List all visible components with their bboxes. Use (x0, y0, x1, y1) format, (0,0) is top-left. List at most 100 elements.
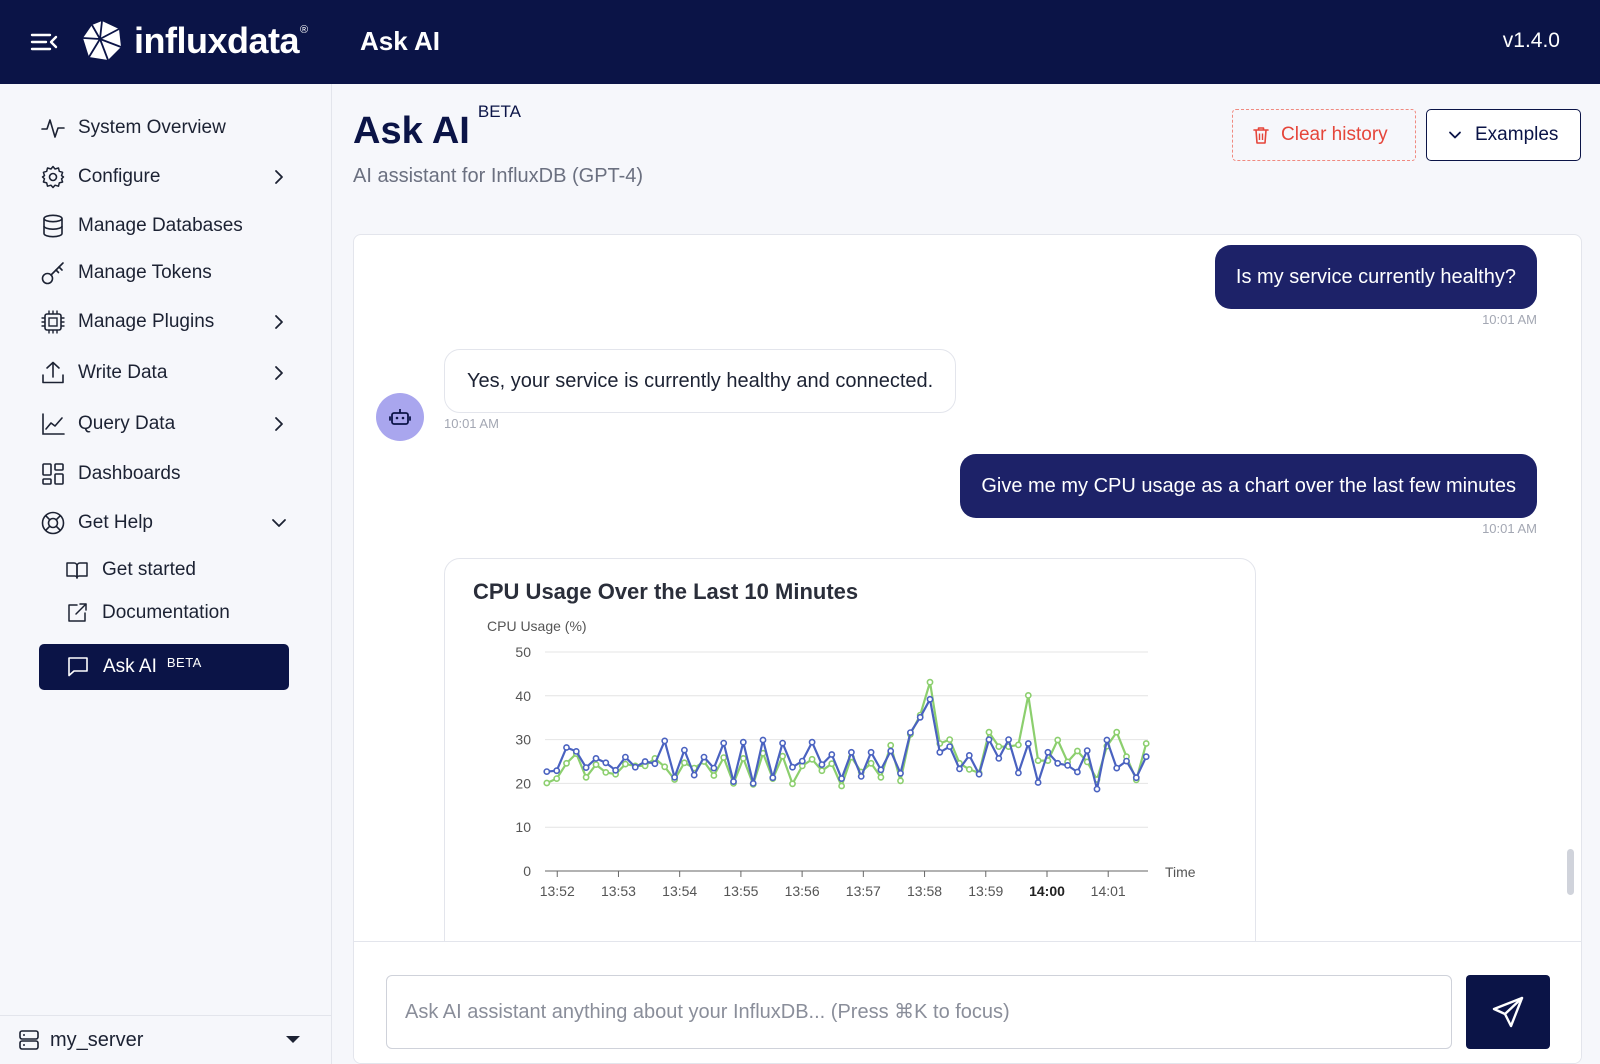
top-bar: influxdata ® Ask AI v1.4.0 (0, 0, 1600, 84)
data-point (808, 738, 816, 746)
assistant-avatar (376, 393, 424, 441)
data-point (877, 766, 885, 774)
chat-input-bar (354, 941, 1581, 1063)
sidebar-item-documentation[interactable]: Documentation (64, 593, 290, 633)
data-point (906, 729, 914, 736)
sidebar: System Overview Configure Manage Databas… (0, 84, 332, 1064)
data-point (563, 759, 570, 767)
x-tick-label: 13:52 (540, 883, 575, 899)
send-button[interactable] (1466, 975, 1550, 1049)
data-point (1034, 757, 1042, 764)
sidebar-item-dashboards[interactable]: Dashboards (40, 454, 290, 494)
x-tick-label: 14:01 (1091, 883, 1126, 899)
sidebar-item-manage-plugins[interactable]: Manage Plugins (40, 302, 290, 342)
y-tick-label: 30 (515, 732, 531, 748)
data-point (789, 780, 796, 788)
x-tick-label: 13:54 (662, 883, 697, 899)
clear-history-label: Clear history (1281, 124, 1388, 145)
sidebar-item-write-data[interactable]: Write Data (40, 353, 290, 393)
data-point (985, 728, 993, 736)
data-point (612, 766, 619, 774)
x-tick-label: 13:56 (785, 883, 820, 899)
data-point (1064, 761, 1071, 769)
app-title: Ask AI (360, 26, 440, 56)
server-selector[interactable]: my_server (0, 1015, 332, 1064)
data-point (916, 713, 924, 721)
x-tick-label: 13:53 (601, 883, 636, 899)
clear-history-button[interactable]: Clear history (1232, 109, 1416, 161)
influxdata-logo[interactable]: influxdata ® (80, 18, 308, 64)
data-point (739, 738, 747, 746)
examples-label: Examples (1475, 124, 1559, 145)
sidebar-item-label: Get started (102, 559, 196, 580)
data-point (877, 773, 885, 781)
data-point (621, 753, 629, 761)
data-point (661, 763, 669, 771)
chip-icon (41, 310, 65, 334)
data-point (592, 754, 600, 762)
data-point (985, 736, 993, 743)
robot-icon (389, 409, 411, 425)
data-point (710, 772, 718, 779)
chevron-right-icon (275, 315, 283, 329)
data-point (818, 761, 826, 768)
sidebar-item-label: Configure (78, 166, 161, 187)
server-name: my_server (50, 1028, 144, 1051)
chevron-right-icon (275, 170, 283, 184)
data-point (779, 739, 786, 747)
data-point (975, 770, 983, 778)
data-point (553, 775, 561, 782)
user-message: Give me my CPU usage as a chart over the… (960, 454, 1537, 518)
data-point (631, 763, 639, 771)
data-point (838, 775, 845, 782)
y-tick-label: 50 (515, 644, 531, 660)
data-point (956, 765, 963, 773)
sidebar-item-configure[interactable]: Configure (40, 157, 290, 197)
examples-button[interactable]: Examples (1426, 109, 1581, 161)
data-point (1054, 736, 1062, 744)
server-icon (19, 1030, 39, 1050)
data-point (946, 736, 954, 743)
data-point (680, 746, 688, 754)
data-point (1005, 736, 1012, 743)
chat-input[interactable] (386, 975, 1452, 1049)
chevron-right-icon (275, 417, 283, 431)
sidebar-item-get-help[interactable]: Get Help (40, 503, 290, 543)
data-point (867, 748, 875, 756)
data-point (720, 739, 728, 747)
registered-mark: ® (300, 24, 309, 36)
data-point (847, 748, 855, 756)
upload-icon (42, 361, 64, 384)
y-tick-label: 10 (515, 819, 531, 835)
menu-collapse-icon[interactable] (30, 28, 58, 56)
data-point (769, 774, 777, 782)
data-point (543, 768, 551, 775)
influxdata-cube-icon (82, 20, 122, 61)
brand-name: influxdata (134, 20, 300, 61)
dashboard-icon (42, 463, 64, 485)
external-link-icon (68, 603, 87, 622)
caret-down-icon (286, 1036, 300, 1043)
sidebar-item-label: Dashboards (78, 463, 181, 484)
data-point (1113, 764, 1121, 772)
data-point (1083, 747, 1091, 754)
sidebar-item-get-started[interactable]: Get started (64, 550, 290, 590)
book-icon (66, 562, 88, 579)
sidebar-item-system-overview[interactable]: System Overview (40, 108, 290, 148)
sidebar-item-query-data[interactable]: Query Data (40, 404, 290, 444)
data-point (779, 752, 786, 760)
chart-title: CPU Usage Over the Last 10 Minutes (473, 579, 859, 604)
sidebar-item-manage-tokens[interactable]: Manage Tokens (40, 253, 290, 293)
data-point (857, 772, 865, 780)
data-point (710, 764, 718, 772)
data-point (1024, 740, 1032, 747)
chat-scrollbar[interactable] (1567, 849, 1574, 895)
data-point (553, 767, 561, 775)
data-point (1015, 741, 1022, 749)
sidebar-item-manage-databases[interactable]: Manage Databases (40, 206, 290, 246)
data-point (671, 773, 678, 781)
sidebar-item-ask-ai[interactable]: Ask AI BETA (39, 644, 289, 690)
data-point (739, 754, 747, 762)
data-point (1142, 753, 1150, 761)
data-point (690, 771, 698, 779)
